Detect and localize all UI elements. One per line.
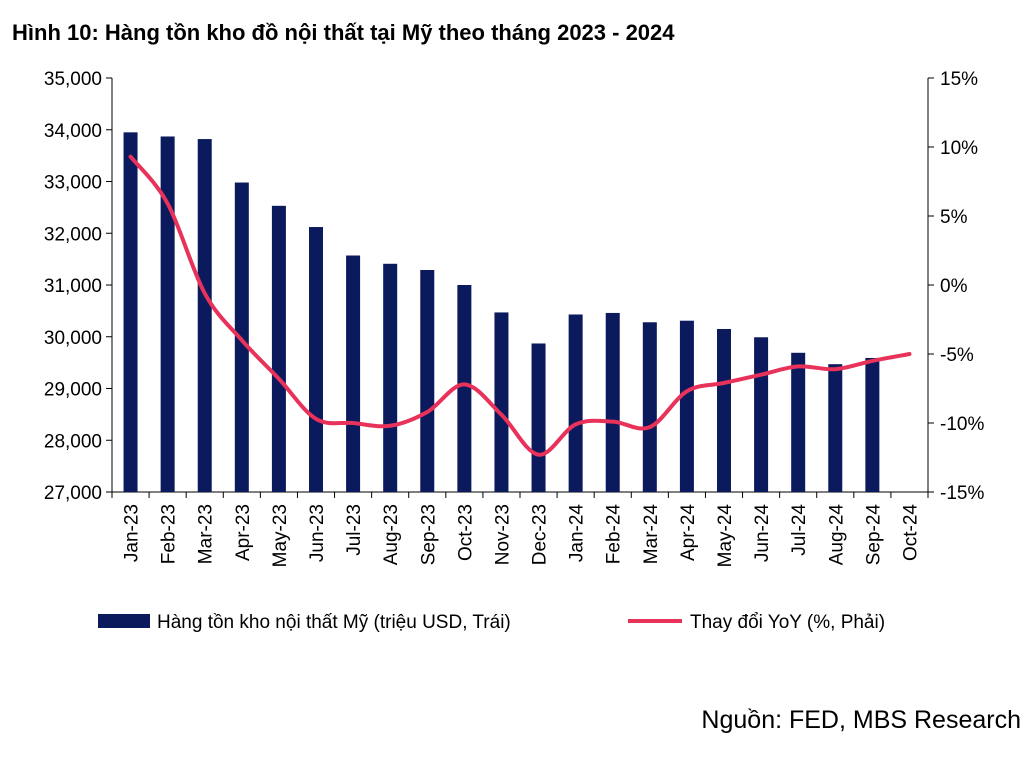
x-tick-label: Jul-23 — [344, 504, 365, 556]
bar — [828, 364, 843, 492]
bar — [123, 132, 138, 492]
left-tick-label: 30,000 — [44, 328, 102, 349]
legend-bar-swatch — [98, 614, 150, 628]
left-tick-label: 29,000 — [44, 380, 102, 401]
right-tick-label: 15% — [940, 69, 978, 90]
bar — [679, 320, 694, 492]
right-tick-label: -5% — [940, 345, 974, 366]
bar — [531, 343, 546, 492]
source-note: Nguồn: FED, MBS Research — [701, 706, 1021, 734]
bar — [717, 328, 731, 492]
bar — [197, 139, 212, 492]
right-tick-label: 5% — [940, 207, 968, 228]
x-tick-label: Apr-23 — [233, 504, 254, 561]
right-tick-label: -15% — [940, 483, 984, 504]
bar — [865, 357, 880, 492]
x-tick-label: Jul-24 — [789, 504, 810, 556]
bar — [494, 312, 509, 492]
bar — [383, 263, 398, 492]
bar — [457, 285, 472, 492]
x-tick-label: Feb-24 — [604, 504, 625, 565]
left-tick-label: 35,000 — [44, 69, 102, 90]
bar — [309, 227, 323, 493]
x-tick-label: Jan-23 — [122, 504, 143, 562]
bar — [420, 269, 435, 492]
left-tick-label: 33,000 — [44, 173, 102, 194]
bar — [605, 312, 620, 492]
x-tick-label: Aug-23 — [381, 504, 402, 565]
left-tick-label: 32,000 — [44, 224, 102, 245]
legend-line-label: Thay đổi YoY (%, Phải) — [690, 612, 885, 633]
line-series — [128, 154, 912, 457]
x-tick-label: Mar-24 — [641, 504, 662, 565]
x-tick-label: Feb-23 — [159, 504, 180, 564]
bar — [791, 352, 806, 492]
left-tick-label: 34,000 — [44, 121, 102, 142]
x-tick-label: Jun-23 — [307, 504, 328, 562]
x-axis-ticks: Jan-23 Feb-23 Mar-23 Apr-23 May-23 Jun-23 Jul-… — [111, 492, 929, 568]
bar — [568, 314, 583, 492]
axes — [111, 78, 929, 493]
x-tick-label: May-24 — [715, 504, 736, 568]
bar — [642, 322, 657, 492]
chart-title: Hình 10: Hàng tồn kho đồ nội thất tại Mỹ… — [12, 20, 675, 45]
bar — [346, 255, 361, 492]
legend-bar-label: Hàng tồn kho nội thất Mỹ (triệu USD, Trá… — [157, 612, 511, 633]
x-tick-label: Jun-24 — [752, 504, 773, 563]
x-tick-label: Aug-24 — [826, 504, 847, 566]
chart: 27,000 28,000 29,000 30,000 31,000 32,000 33,0… — [44, 69, 985, 633]
bar — [271, 205, 286, 492]
right-tick-label: -10% — [940, 414, 984, 435]
right-axis-ticks: -15% -10% -5% 0% 5% 10% 15% — [928, 69, 984, 504]
x-tick-label: Sep-23 — [418, 504, 439, 565]
x-tick-label: Mar-23 — [196, 504, 217, 564]
x-tick-label: Oct-23 — [455, 504, 476, 561]
bar-series — [123, 132, 880, 493]
yoy-line — [128, 154, 912, 457]
x-tick-label: Sep-24 — [863, 504, 884, 566]
left-tick-label: 31,000 — [44, 276, 102, 297]
bar — [754, 337, 769, 492]
bar — [160, 136, 175, 493]
x-tick-label: Dec-23 — [530, 504, 551, 565]
x-tick-label: May-23 — [270, 504, 291, 567]
x-tick-label: Oct-24 — [900, 504, 921, 561]
left-axis-ticks: 27,000 28,000 29,000 30,000 31,000 32,000 33,0… — [44, 69, 112, 504]
left-tick-label: 28,000 — [44, 431, 102, 452]
legend: Hàng tồn kho nội thất Mỹ (triệu USD, Trá… — [98, 612, 885, 633]
x-tick-label: Apr-24 — [678, 504, 699, 561]
right-tick-label: 0% — [940, 276, 968, 297]
x-tick-label: Jan-24 — [567, 504, 588, 563]
left-tick-label: 27,000 — [44, 483, 102, 504]
x-tick-label: Nov-23 — [492, 504, 513, 565]
right-tick-label: 10% — [940, 138, 978, 159]
